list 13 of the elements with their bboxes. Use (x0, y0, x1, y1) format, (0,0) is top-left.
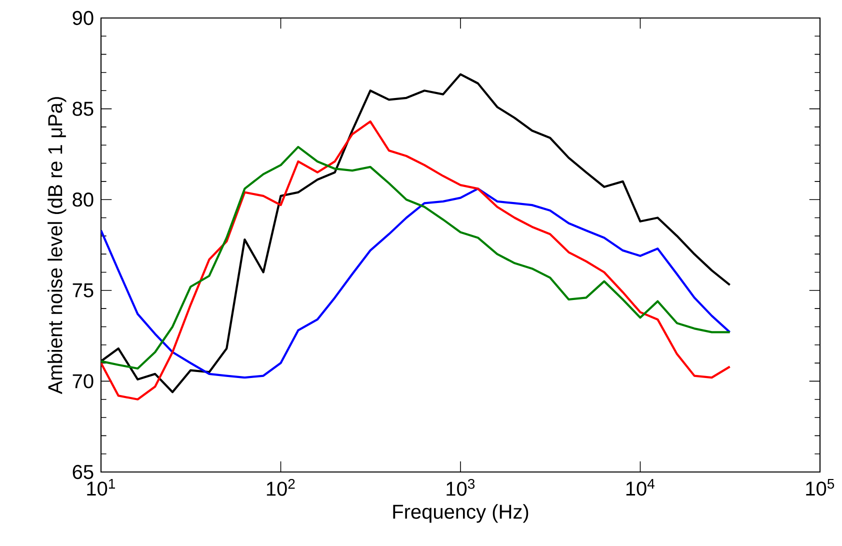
y-tick-label: 70 (72, 374, 94, 388)
x-tick-label: 10$^{4}$ (626, 478, 655, 496)
x-tick-label: 10$^{2}$ (266, 478, 295, 496)
y-tick-label: 65 (72, 464, 94, 480)
x-tick-label: 10$^{5}$ (806, 478, 834, 496)
y-tick-label: 85 (72, 102, 94, 116)
y-tick-label: 75 (72, 283, 94, 298)
x-tick-label: 10$^{3}$ (446, 478, 475, 496)
y-tick-label: 80 (72, 192, 94, 207)
x-axis-title: Frequency (Hz) (393, 504, 528, 523)
y-axis-title: Ambient noise level (dB re 1 μPa) (48, 97, 66, 394)
y-tick-label: 90 (72, 10, 94, 26)
x-tick-label: 10$^{1}$ (87, 478, 115, 496)
